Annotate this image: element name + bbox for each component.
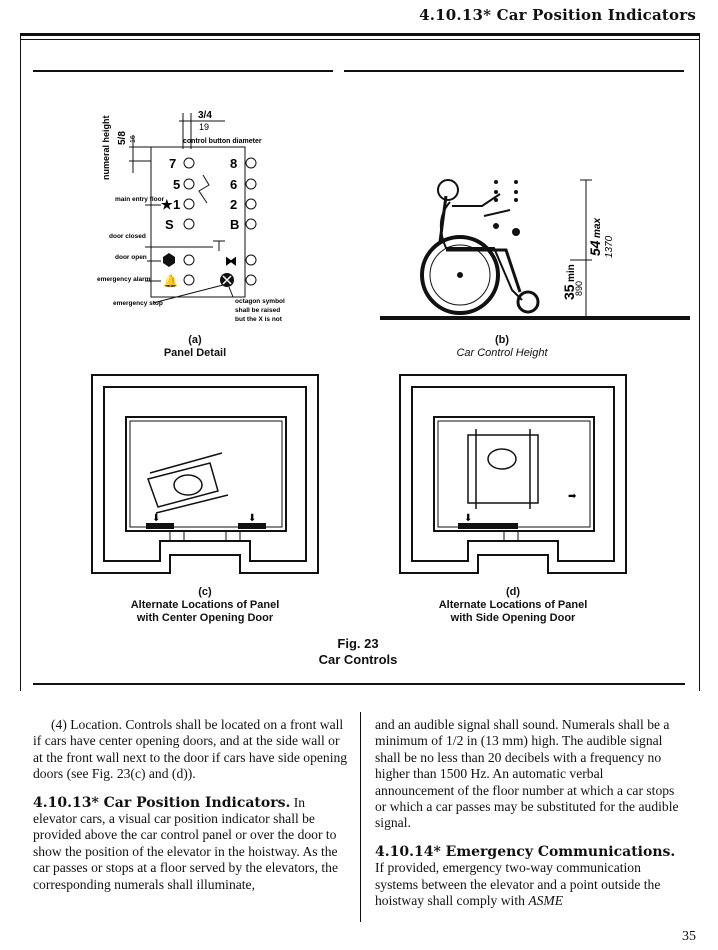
numeral-height-label: numeral height [101,115,111,180]
figure-bottom-rule [33,683,685,685]
top-rule-thin [20,39,700,40]
caption-d-line1: Alternate Locations of Panel [438,599,588,611]
frame-left [20,36,21,691]
caption-c-line1: Alternate Locations of Panel [130,599,280,611]
page-number: 35 [682,929,696,944]
subfigure-rule-left [33,70,333,72]
octagon-note-1: octagon symbol [235,298,285,305]
star-main-floor: ★ [161,197,173,212]
label-door-closed: door closed [109,233,146,240]
panel-arrow-left: ⬇ [152,513,160,524]
left-column: (4) Location. Controls shall be located … [33,717,351,893]
button-label-s: S [165,217,174,232]
button-label-1: 1 [173,197,180,212]
button-diameter-mm: 19 [199,122,209,132]
right-paragraph-audible: and an audible signal shall sound. Numer… [375,717,679,831]
panel-arrow-side: ➡ [568,491,577,502]
caption-c: (c) Alternate Locations of Panel with Ce… [105,586,305,625]
octagon-note-3: but the X is not [235,316,283,323]
right-column: and an audible signal shall sound. Numer… [375,717,685,909]
dim-54: 54 [587,240,603,256]
label-emergency-stop: emergency stop [113,300,163,307]
door-closed-symbol: ⧓ [225,254,237,268]
button-label-b: B [230,217,239,232]
figure-number: Fig. 23 [337,636,379,651]
caption-b-text: Car Control Height [456,347,548,359]
panel-arrow-right: ⬇ [248,513,256,524]
emergency-body: If provided, emergency two-way communica… [375,860,661,909]
figure-name: Car Controls [318,652,398,667]
center-door-plan: ⬇ ⬇ [91,374,319,574]
heading-car-position: 4.10.13* Car Position Indicators. [33,794,291,811]
caption-d: (d) Alternate Locations of Panel with Si… [413,586,613,625]
button-label-2: 2 [230,197,237,212]
caption-d-letter: (d) [505,586,521,598]
panel-detail-diagram: numeral height 5/8 1 6 3/4 19 control but… [97,110,285,323]
button-label-8: 8 [230,156,237,171]
top-rule [20,33,700,36]
side-door-plan: ⬇ ➡ [399,374,627,574]
caption-c-line2: with Center Opening Door [136,612,274,624]
subfigure-rule-right [344,70,684,72]
caption-a: (a) Panel Detail [115,334,275,360]
figure-23: numeral height 5/8 1 6 3/4 19 control but… [33,70,690,668]
caption-a-letter: (a) [188,334,202,346]
caption-b: (b) Car Control Height [422,334,582,360]
label-main-entry: main entry floor [115,196,165,203]
button-diameter-label: control button diameter [183,138,262,145]
control-height-diagram: 35 min 890 54 max 1370 [380,179,690,320]
caption-d-line2: with Side Opening Door [450,612,576,624]
alarm-bell-icon: 🔔 [163,274,178,288]
running-head: 4.10.13* Car Position Indicators [419,6,696,24]
heading-emergency-communications: 4.10.14* Emergency Communications. [375,843,676,860]
button-diameter-in: 3/4 [198,110,212,121]
caption-c-letter: (c) [198,586,212,598]
dim-max: max [592,218,603,238]
door-open-symbol [163,253,175,267]
label-door-open: door open [115,254,147,261]
left-paragraph-location: (4) Location. Controls shall be located … [33,717,348,782]
button-label-5: 5 [173,177,180,192]
figure-title: Fig. 23 Car Controls [258,636,458,668]
dim-35: 35 [561,284,577,300]
dim-1370: 1370 [604,235,615,258]
column-divider [360,712,361,922]
numeral-height-in: 5/8 [117,131,128,145]
caption-b-letter: (b) [494,334,510,346]
label-emergency-alarm: emergency alarm [97,276,151,283]
caption-a-text: Panel Detail [163,347,227,359]
panel-arrow-front: ⬇ [464,513,472,524]
emergency-body-asme: ASME [528,893,564,909]
button-label-6: 6 [230,177,237,192]
octagon-note-2: shall be raised [235,307,280,314]
button-label-7: 7 [169,156,176,171]
car-position-body: In elevator cars, a visual car position … [33,794,339,892]
left-paragraph-indicators: 4.10.13* Car Position Indicators. In ele… [33,795,351,893]
right-paragraph-emergency: 4.10.14* Emergency Communications. If pr… [375,844,685,910]
frame-right [699,36,700,691]
dim-min: min [566,264,577,282]
dim-890: 890 [574,281,584,296]
